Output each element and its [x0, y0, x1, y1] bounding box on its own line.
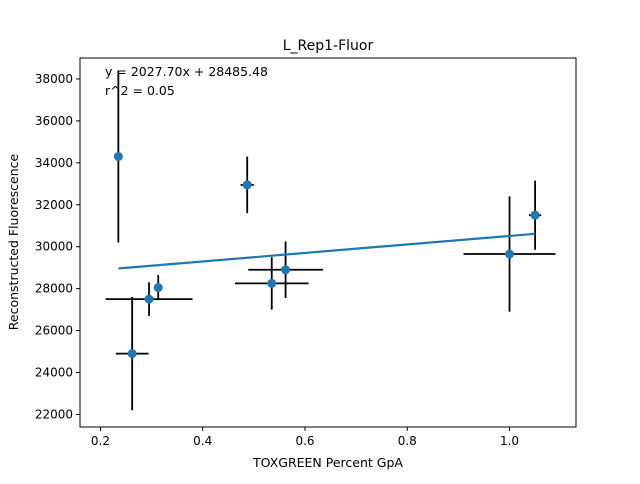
- y-axis-label: Reconstructed Fluorescence: [6, 153, 21, 330]
- y-tick-label: 38000: [35, 72, 73, 86]
- x-tick-label: 0.4: [193, 434, 212, 448]
- x-axis-label: TOXGREEN Percent GpA: [252, 455, 403, 470]
- annotations: y = 2027.70x + 28485.48 r^2 = 0.05: [105, 64, 268, 98]
- error-bars: [105, 70, 556, 411]
- y-tick-label: 34000: [35, 156, 73, 170]
- x-tick-label: 1.0: [500, 434, 519, 448]
- y-tick-label: 32000: [35, 198, 73, 212]
- fit-line: [118, 232, 536, 270]
- y-tick-label: 28000: [35, 282, 73, 296]
- chart-title: L_Rep1-Fluor: [283, 38, 374, 54]
- y-tick-label: 30000: [35, 240, 73, 254]
- y-tick-label: 24000: [35, 365, 73, 379]
- data-point: [113, 152, 123, 162]
- data-point: [267, 278, 277, 288]
- data-point: [242, 180, 252, 190]
- x-axis: 0.2 0.4 0.6 0.8 1.0: [91, 427, 519, 448]
- x-tick-label: 0.6: [295, 434, 314, 448]
- y-tick-label: 36000: [35, 114, 73, 128]
- data-point: [530, 210, 540, 220]
- data-point: [144, 294, 154, 304]
- data-point: [153, 283, 163, 293]
- x-tick-label: 0.8: [398, 434, 417, 448]
- y-tick-label: 26000: [35, 324, 73, 338]
- fit-line-group: [118, 232, 536, 270]
- data-point: [127, 349, 137, 359]
- plot-frame: [79, 57, 577, 428]
- y-axis: 22000 24000 26000 28000 30000 32000 34000 36000…: [35, 72, 80, 421]
- fit-equation-annotation: y = 2027.70x + 28485.48: [105, 64, 268, 79]
- data-point: [281, 265, 291, 275]
- x-tick-label: 0.2: [91, 434, 110, 448]
- y-tick-label: 22000: [35, 407, 73, 421]
- data-point: [505, 249, 515, 259]
- r-squared-annotation: r^2 = 0.05: [105, 83, 175, 98]
- data-points: [113, 152, 540, 359]
